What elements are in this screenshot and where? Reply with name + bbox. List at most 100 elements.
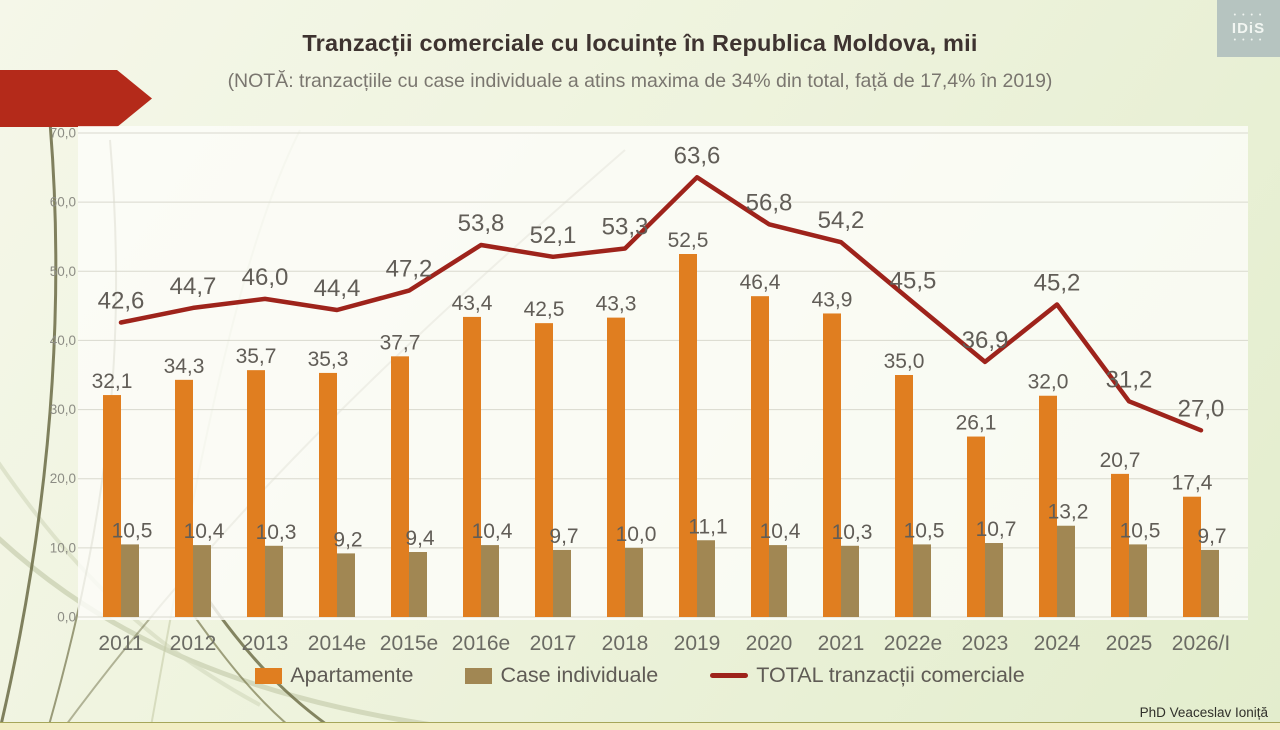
bar-label-case-individuale-2013: 10,3: [256, 521, 297, 544]
bar-case-individuale-2026/I: [1201, 549, 1219, 617]
x-axis-label-2017: 2017: [530, 632, 577, 655]
bar-label-apartamente-2016e: 43,4: [452, 292, 493, 315]
y-axis-label: 60,0: [50, 195, 76, 210]
bar-apartamente-2016e: [463, 316, 481, 617]
y-axis-label: 30,0: [50, 402, 76, 417]
bar-case-individuale-2019: [697, 540, 715, 617]
logo-dot-ring-bottom: • • • •: [1233, 37, 1264, 44]
line-label-2019: 63,6: [674, 142, 721, 169]
line-label-2021: 54,2: [818, 207, 865, 234]
bar-case-individuale-2022e: [913, 544, 931, 617]
case-individuale-swatch-icon: [465, 667, 493, 684]
y-axis-label: 0,0: [57, 610, 76, 625]
x-axis-label-2020: 2020: [746, 632, 793, 655]
bar-case-individuale-2013: [265, 545, 283, 617]
line-label-2014e: 44,4: [314, 275, 361, 302]
legend-item-case-individuale: Case individuale: [465, 663, 658, 688]
bar-label-apartamente-2019: 52,5: [668, 229, 709, 252]
bar-label-case-individuale-2014e: 9,2: [333, 528, 362, 551]
x-axis-label-2024: 2024: [1034, 632, 1081, 655]
bar-apartamente-2014e: [319, 372, 337, 617]
bar-label-case-individuale-2024: 13,2: [1048, 501, 1089, 524]
bar-apartamente-2017: [535, 323, 553, 617]
line-label-2012: 44,7: [170, 273, 217, 300]
bar-case-individuale-2018: [625, 547, 643, 617]
x-axis-label-2013: 2013: [242, 632, 289, 655]
bar-apartamente-2011: [103, 395, 121, 617]
legend-label-apartamente: Apartamente: [290, 663, 414, 687]
x-axis-label-2023: 2023: [962, 632, 1009, 655]
bar-apartamente-2018: [607, 317, 625, 617]
total-line: [118, 175, 1204, 433]
bar-case-individuale-2025: [1129, 544, 1147, 617]
y-axis-label: 40,0: [50, 333, 76, 348]
chart-legend: Apartamente Case individuale TOTAL tranz…: [0, 663, 1280, 688]
bar-label-case-individuale-2021: 10,3: [832, 521, 873, 544]
bar-apartamente-2012: [175, 379, 193, 617]
line-label-2022e: 45,5: [890, 267, 937, 294]
x-axis-label-2011: 2011: [98, 632, 143, 655]
bar-label-apartamente-2026/I: 17,4: [1172, 472, 1213, 495]
bar-apartamente-2024: [1039, 395, 1057, 617]
bar-label-apartamente-2020: 46,4: [740, 271, 781, 294]
bottom-strip-decoration: [0, 722, 1280, 730]
bar-label-apartamente-2022e: 35,0: [884, 350, 925, 373]
bar-label-case-individuale-2011: 10,5: [112, 519, 153, 542]
y-axis-label: 50,0: [50, 264, 76, 279]
bar-case-individuale-2021: [841, 545, 859, 617]
bar-apartamente-2019: [679, 254, 697, 617]
bar-label-case-individuale-2026/I: 9,7: [1197, 525, 1226, 548]
bar-label-case-individuale-2015e: 9,4: [405, 527, 435, 550]
bar-label-apartamente-2024: 32,0: [1028, 371, 1069, 394]
y-axis-label: 10,0: [50, 540, 76, 555]
y-axis-label: 20,0: [50, 471, 76, 486]
bar-apartamente-2013: [247, 370, 265, 617]
line-label-2015e: 47,2: [386, 256, 433, 283]
red-arrow-decoration: [0, 70, 152, 127]
line-label-2013: 46,0: [242, 264, 289, 291]
bar-label-case-individuale-2025: 10,5: [1120, 519, 1161, 542]
bar-label-case-individuale-2022e: 10,5: [904, 519, 945, 542]
bar-case-individuale-2015e: [409, 552, 427, 617]
bar-label-case-individuale-2016e: 10,4: [472, 520, 513, 543]
line-label-2017: 52,1: [530, 222, 577, 249]
apartamente-swatch-icon: [255, 667, 283, 684]
bar-apartamente-2021: [823, 313, 841, 617]
x-axis-label-2025: 2025: [1106, 632, 1153, 655]
x-axis-label-2021: 2021: [818, 632, 865, 655]
x-axis-label-2022e: 2022e: [884, 632, 942, 655]
x-axis-label-2018: 2018: [602, 632, 649, 655]
bar-case-individuale-2012: [193, 545, 211, 617]
author-credit: PhD Veaceslav Ioniță: [1139, 705, 1268, 720]
bar-case-individuale-2020: [769, 545, 787, 617]
x-axis-label-2016e: 2016e: [452, 632, 510, 655]
bar-apartamente-2023: [967, 436, 985, 617]
bar-case-individuale-2016e: [481, 545, 499, 617]
bar-apartamente-2026/I: [1183, 496, 1201, 617]
bar-label-apartamente-2013: 35,7: [236, 345, 277, 368]
bar-label-apartamente-2011: 32,1: [92, 370, 133, 393]
x-axis-label-2015e: 2015e: [380, 632, 438, 655]
chart-title: Tranzacții comerciale cu locuințe în Rep…: [302, 30, 978, 56]
bar-label-apartamente-2025: 20,7: [1100, 449, 1141, 472]
bar-label-case-individuale-2020: 10,4: [760, 520, 801, 543]
bar-apartamente-2025: [1111, 473, 1129, 617]
line-label-2023: 36,9: [962, 327, 1009, 354]
bar-case-individuale-2011: [121, 544, 139, 617]
x-axis-label-2019: 2019: [674, 632, 721, 655]
line-label-2025: 31,2: [1106, 366, 1153, 393]
bar-label-apartamente-2023: 26,1: [956, 412, 997, 435]
bar-label-case-individuale-2012: 10,4: [184, 520, 225, 543]
bar-label-apartamente-2017: 42,5: [524, 298, 565, 321]
line-label-2016e: 53,8: [458, 210, 505, 237]
bar-label-apartamente-2015e: 37,7: [380, 331, 421, 354]
bar-label-case-individuale-2019: 11,1: [688, 515, 727, 538]
bar-apartamente-2020: [751, 296, 769, 617]
logo-text: IDiS: [1231, 20, 1266, 37]
bar-case-individuale-2014e: [337, 553, 355, 617]
bar-apartamente-2022e: [895, 375, 913, 617]
legend-item-apartamente: Apartamente: [255, 663, 413, 688]
bar-label-case-individuale-2017: 9,7: [549, 525, 578, 548]
